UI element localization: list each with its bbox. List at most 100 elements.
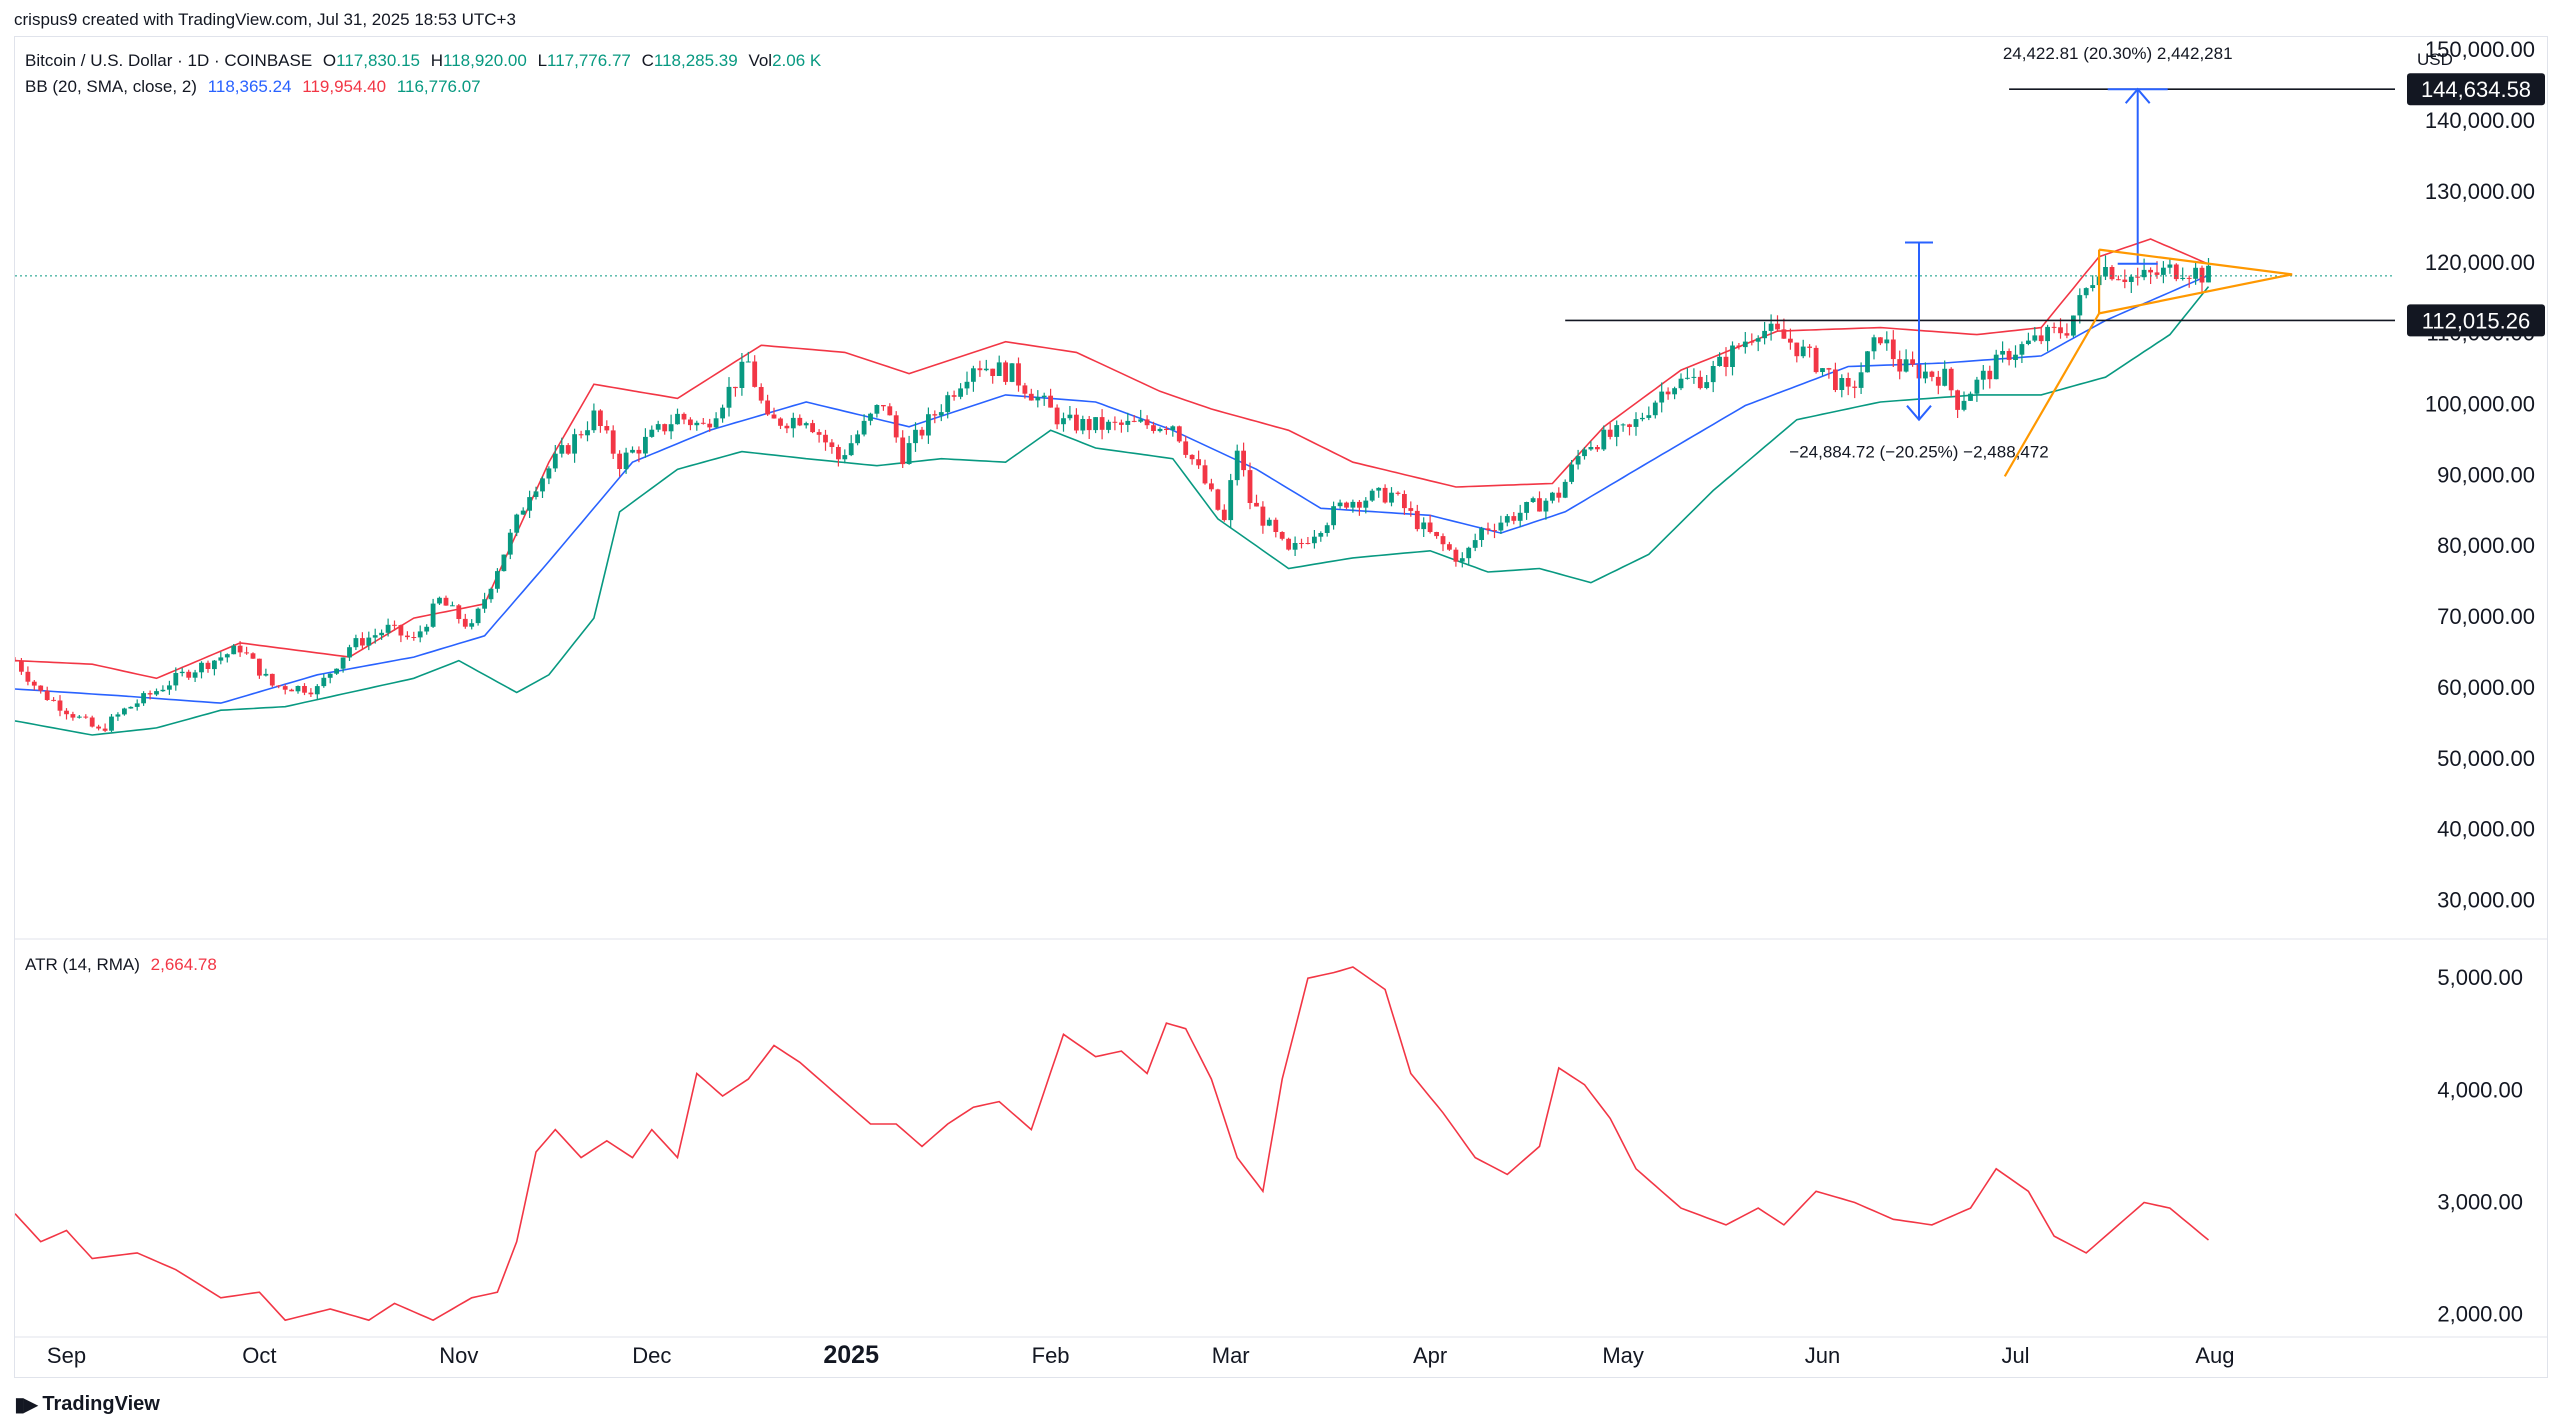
candle-body[interactable] xyxy=(771,414,777,419)
candle-body[interactable] xyxy=(1627,424,1632,427)
candle-body[interactable] xyxy=(1723,356,1729,367)
candle-body[interactable] xyxy=(115,714,121,717)
bb-legend-label[interactable]: BB (20, SMA, close, 2) xyxy=(25,77,197,96)
candle-body[interactable] xyxy=(1241,450,1246,471)
atr-legend-label[interactable]: ATR (14, RMA) xyxy=(25,955,140,974)
candle-body[interactable] xyxy=(1607,429,1613,437)
candle-body[interactable] xyxy=(739,361,745,388)
candle-body[interactable] xyxy=(2090,285,2096,288)
candle-body[interactable] xyxy=(1234,450,1240,481)
candle-body[interactable] xyxy=(1350,501,1356,508)
candle-body[interactable] xyxy=(1697,376,1703,389)
candle-body[interactable] xyxy=(340,657,346,669)
candle-body[interactable] xyxy=(906,443,912,464)
candle-body[interactable] xyxy=(810,423,815,433)
candle-body[interactable] xyxy=(1704,382,1710,388)
candle-body[interactable] xyxy=(1453,549,1459,562)
candle-body[interactable] xyxy=(2193,267,2198,279)
candle-body[interactable] xyxy=(1742,341,1748,348)
candle-body[interactable] xyxy=(83,716,89,718)
candle-body[interactable] xyxy=(887,406,893,416)
candle-body[interactable] xyxy=(1903,359,1909,372)
price-axis[interactable]: USD 30,000.00 40,000.00 50,000.00 60,000.00 7… xyxy=(2407,37,2545,913)
candle-body[interactable] xyxy=(958,388,963,397)
candle-body[interactable] xyxy=(38,685,44,691)
candle-body[interactable] xyxy=(192,672,198,678)
candle-body[interactable] xyxy=(1794,342,1800,357)
candle-body[interactable] xyxy=(417,631,423,638)
candle-body[interactable] xyxy=(1871,337,1877,352)
candle-body[interactable] xyxy=(2103,267,2108,277)
candle-body[interactable] xyxy=(295,686,301,692)
candle-body[interactable] xyxy=(212,660,217,670)
candle-body[interactable] xyxy=(1736,345,1742,348)
candle-body[interactable] xyxy=(109,716,114,731)
chart-frame[interactable]: 24,422.81 (20.30%) 2,442,281 −24,884.72 (… xyxy=(14,36,2548,1378)
candle-body[interactable] xyxy=(945,395,951,413)
candle-body[interactable] xyxy=(1685,377,1690,379)
candle-body[interactable] xyxy=(816,432,822,435)
candle-body[interactable] xyxy=(938,412,944,416)
candle-body[interactable] xyxy=(2199,267,2205,283)
candle-body[interactable] xyxy=(1279,532,1285,539)
candle-body[interactable] xyxy=(1691,376,1697,378)
candle-body[interactable] xyxy=(585,430,590,436)
candle-body[interactable] xyxy=(1620,424,1626,426)
candle-body[interactable] xyxy=(25,671,31,682)
candle-body[interactable] xyxy=(913,429,918,444)
candle-body[interactable] xyxy=(2154,272,2160,275)
candle-body[interactable] xyxy=(2180,277,2186,279)
candle-body[interactable] xyxy=(1923,371,1928,379)
candle-body[interactable] xyxy=(1382,487,1388,503)
candle-body[interactable] xyxy=(1312,536,1317,544)
candle-body[interactable] xyxy=(662,424,668,432)
candle-body[interactable] xyxy=(2141,269,2147,278)
candle-body[interactable] xyxy=(507,532,513,555)
candle-body[interactable] xyxy=(932,414,938,416)
candle-body[interactable] xyxy=(2045,326,2050,342)
candle-body[interactable] xyxy=(1588,447,1594,450)
candle-body[interactable] xyxy=(462,618,468,627)
candle-body[interactable] xyxy=(495,571,500,589)
candle-body[interactable] xyxy=(128,706,134,709)
candle-body[interactable] xyxy=(366,637,372,646)
candle-body[interactable] xyxy=(1434,532,1439,537)
candle-body[interactable] xyxy=(1022,385,1028,394)
candle-body[interactable] xyxy=(1427,522,1433,533)
candle-body[interactable] xyxy=(1080,419,1086,431)
candle-body[interactable] xyxy=(1665,391,1671,395)
candle-body[interactable] xyxy=(1286,538,1291,550)
candle-body[interactable] xyxy=(623,452,629,470)
candle-body[interactable] xyxy=(784,425,790,429)
candle-body[interactable] xyxy=(675,413,680,425)
candle-body[interactable] xyxy=(424,626,430,632)
candle-body[interactable] xyxy=(154,691,159,695)
candle-body[interactable] xyxy=(44,690,50,700)
candle-body[interactable] xyxy=(1344,502,1349,508)
candle-body[interactable] xyxy=(1221,509,1227,521)
candle-body[interactable] xyxy=(488,588,494,600)
candle-body[interactable] xyxy=(591,410,597,431)
candle-body[interactable] xyxy=(861,420,867,435)
candle-body[interactable] xyxy=(726,386,732,408)
candle-body[interactable] xyxy=(617,453,622,469)
symbol-title[interactable]: Bitcoin / U.S. Dollar · 1D · COINBASE xyxy=(25,51,313,70)
candle-body[interactable] xyxy=(1961,400,1967,410)
candle-body[interactable] xyxy=(1061,418,1066,425)
candle-body[interactable] xyxy=(951,395,957,397)
candle-body[interactable] xyxy=(1067,414,1073,419)
candle-body[interactable] xyxy=(1408,508,1414,511)
candle-body[interactable] xyxy=(2128,276,2134,282)
candle-body[interactable] xyxy=(250,653,256,659)
candle-body[interactable] xyxy=(1826,368,1832,370)
candle-body[interactable] xyxy=(1131,420,1137,422)
candle-body[interactable] xyxy=(231,645,237,655)
candle-body[interactable] xyxy=(244,652,249,654)
candle-body[interactable] xyxy=(430,603,436,627)
candle-body[interactable] xyxy=(19,660,24,672)
candle-body[interactable] xyxy=(1215,489,1221,510)
candle-body[interactable] xyxy=(353,638,359,648)
candle-body[interactable] xyxy=(1389,492,1394,503)
candle-body[interactable] xyxy=(179,671,185,674)
candle-body[interactable] xyxy=(1376,487,1382,491)
